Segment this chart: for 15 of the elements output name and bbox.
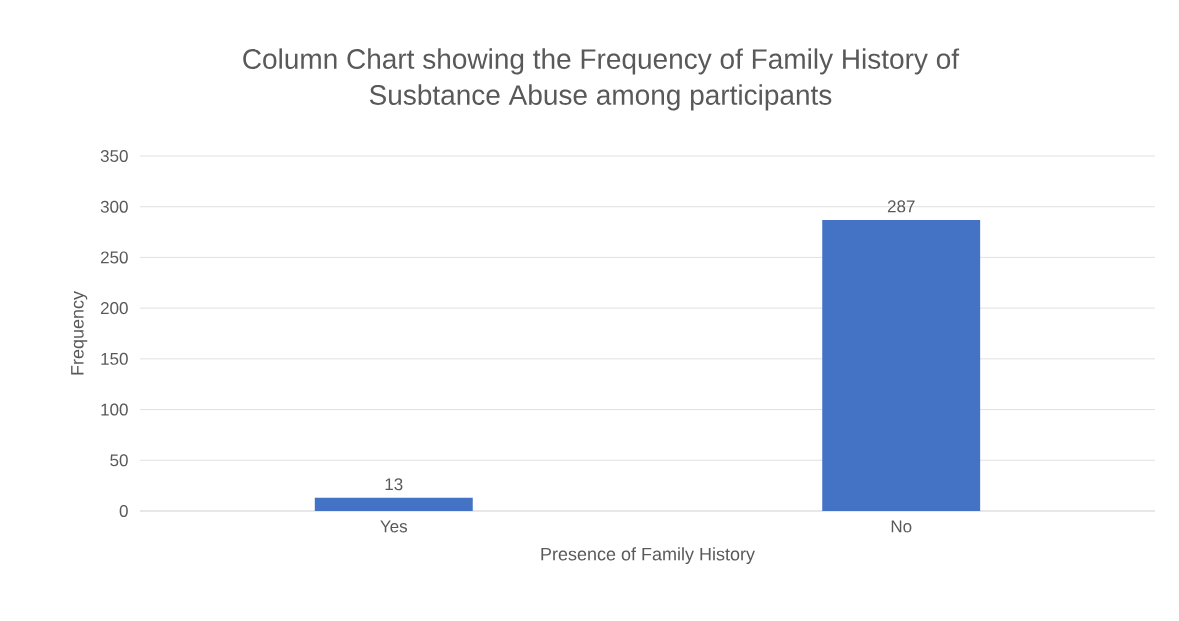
y-tick-label: 0: [119, 504, 128, 518]
y-tick-label: 200: [100, 302, 128, 315]
x-tick-label: No: [891, 520, 912, 533]
y-axis-title: Frequency: [71, 291, 88, 375]
y-tick-label: 50: [110, 454, 128, 467]
y-tick-label: 250: [100, 251, 128, 264]
y-tick-label: 150: [101, 352, 128, 365]
y-tick-label: 100: [101, 403, 128, 416]
x-axis-title: Presence of Family History: [541, 547, 755, 565]
data-label: 13: [385, 478, 403, 491]
data-label: 287: [887, 200, 915, 213]
y-tick-label: 300: [100, 200, 128, 213]
y-tick-label: 350: [100, 149, 128, 163]
chart-title: Column Chart showing the Frequency of Family History of Susbtance Abuse among participants: [243, 48, 960, 111]
x-tick-label: Yes: [380, 520, 408, 533]
